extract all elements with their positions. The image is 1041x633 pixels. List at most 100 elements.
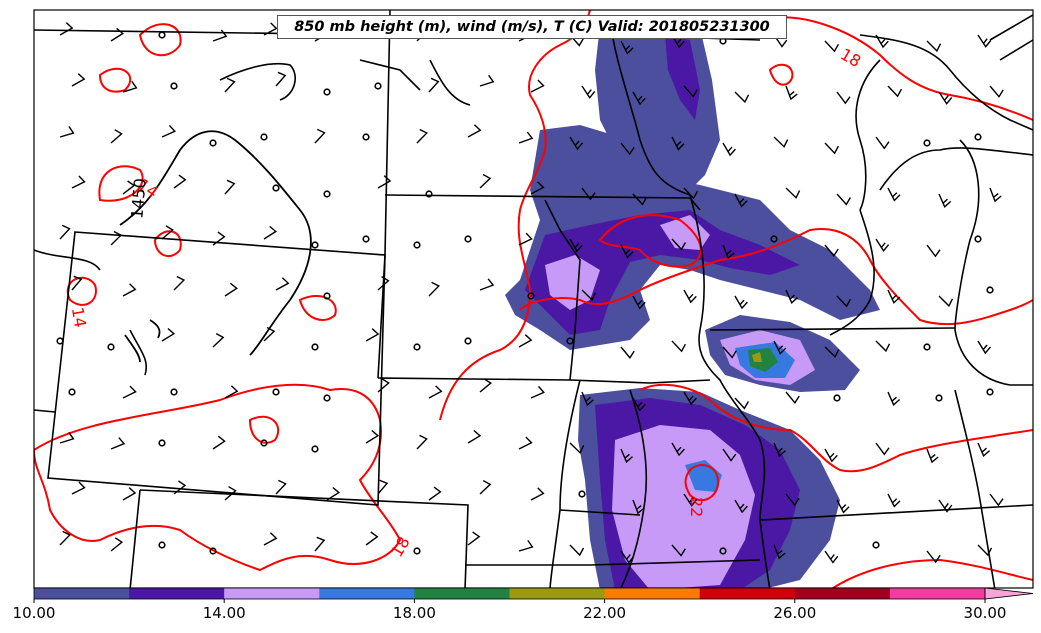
colorbar-bin	[699, 588, 796, 599]
wind-barb-icon	[581, 289, 597, 301]
wind-barb-icon	[671, 340, 687, 353]
wind-barb-icon	[173, 174, 187, 189]
wind-barb-icon	[734, 295, 748, 310]
wind-barb-icon	[938, 499, 953, 513]
wind-barb-icon	[632, 193, 648, 206]
calm-wind-circle-icon	[323, 88, 331, 96]
wind-barb-icon	[875, 136, 890, 150]
wind-barb-icon	[479, 378, 492, 393]
calm-wind-circle-icon	[260, 439, 268, 447]
colorbar-tick-label: 18.00	[392, 604, 436, 622]
wind-barb-icon	[326, 486, 341, 501]
wind-barb-icon	[377, 378, 390, 393]
colorbar-tick-label: 26.00	[773, 604, 817, 622]
contour-label-temp-18-b: 18	[387, 533, 414, 560]
wind-barb-icon	[722, 448, 737, 462]
calm-wind-circle-icon	[323, 292, 331, 300]
wind-barb-icon	[224, 77, 236, 93]
wind-barb-icon	[938, 193, 952, 208]
wind-barb-icon	[530, 79, 545, 93]
wind-barb-icon	[671, 238, 687, 251]
wind-barb-icon	[671, 442, 685, 457]
wind-barb-icon	[161, 327, 176, 342]
wind-barb-icon	[824, 346, 840, 358]
wind-barb-icon	[734, 397, 750, 410]
wind-barb-icon	[71, 73, 86, 87]
wind-barb-icon	[581, 391, 594, 407]
wind-barb-icon	[824, 244, 839, 257]
calm-wind-circle-icon	[209, 139, 217, 147]
wind-barb-icon	[887, 85, 903, 98]
wind-barb-icon	[785, 289, 799, 304]
wind-barb-icon	[887, 391, 901, 406]
wind-barb-icon	[977, 442, 991, 457]
wind-barb-icon	[620, 244, 634, 259]
wind-barb-icon	[632, 499, 645, 515]
calm-wind-circle-icon	[527, 292, 535, 300]
wind-barb-icon	[173, 480, 187, 495]
wind-barb-icon	[620, 346, 635, 359]
wind-barb-icon	[683, 85, 698, 98]
wind-barb-icon	[836, 295, 852, 308]
wind-barb-icon	[530, 487, 545, 501]
wind-barb-icon	[428, 486, 442, 501]
shaded-region-east-olive	[752, 352, 762, 362]
wind-barb-icon	[734, 499, 748, 514]
wind-barb-icon	[518, 539, 534, 552]
wind-barb-icon	[263, 532, 278, 546]
wind-barb-icon	[212, 435, 226, 450]
shaded-region-north-core	[665, 35, 700, 120]
colorbar-tick-label: 30.00	[963, 604, 1007, 622]
calm-wind-circle-icon	[923, 139, 931, 147]
wind-barb-icon	[671, 544, 686, 557]
wind-barb-icon	[722, 346, 737, 359]
calm-wind-circle-icon	[935, 394, 943, 402]
wind-barb-icon	[875, 34, 889, 49]
colorbar	[33, 587, 1034, 603]
wind-barb-icon	[938, 295, 954, 308]
wind-barb-icon	[122, 80, 138, 93]
wind-barb-icon	[518, 334, 533, 348]
wind-barb-icon	[773, 136, 789, 148]
calm-wind-circle-icon	[209, 547, 217, 555]
wind-barb-icon	[785, 85, 798, 101]
wind-barb-icon	[467, 429, 482, 444]
calm-wind-circle-icon	[986, 388, 994, 396]
calm-wind-circle-icon	[158, 541, 166, 549]
wind-barb-icon	[569, 544, 585, 557]
wind-barb-icon	[71, 275, 83, 291]
wind-barb-icon	[722, 244, 735, 260]
wind-barb-icon	[683, 493, 698, 507]
colorbar-bin	[319, 588, 415, 599]
colorbar-outline	[33, 587, 986, 600]
wind-barb-icon	[773, 442, 786, 458]
calm-wind-circle-icon	[158, 439, 166, 447]
wind-barb-icon	[224, 385, 239, 399]
wind-barb-icon	[569, 136, 584, 151]
map-title: 850 mb height (m), wind (m/s), T (C) Val…	[277, 15, 787, 39]
calm-wind-circle-icon	[323, 190, 331, 198]
wind-barb-icon	[620, 550, 635, 564]
calm-wind-circle-icon	[425, 190, 433, 198]
wind-barb-icon	[824, 40, 840, 53]
wind-barb-icon	[173, 275, 186, 291]
wind-barb-icon	[479, 74, 495, 87]
wind-barb-icon	[263, 326, 276, 342]
wind-barb-icon	[620, 448, 633, 464]
wind-barb-icon	[479, 278, 495, 291]
calm-wind-circle-icon	[986, 286, 994, 294]
wind-barb-icon	[875, 238, 890, 252]
wind-barb-icon	[314, 128, 326, 144]
wind-barb-icon	[365, 531, 379, 546]
wind-barb-icon	[977, 34, 992, 48]
calm-wind-circle-icon	[107, 343, 115, 351]
wind-barb-icon	[773, 544, 786, 560]
colorbar-bin	[34, 588, 130, 599]
calm-wind-circle-icon	[260, 133, 268, 141]
colorbar-bin	[794, 588, 891, 599]
wind-barb-icon	[110, 537, 124, 552]
calm-wind-circle-icon	[413, 547, 421, 555]
wind-barb-icon	[824, 550, 839, 564]
